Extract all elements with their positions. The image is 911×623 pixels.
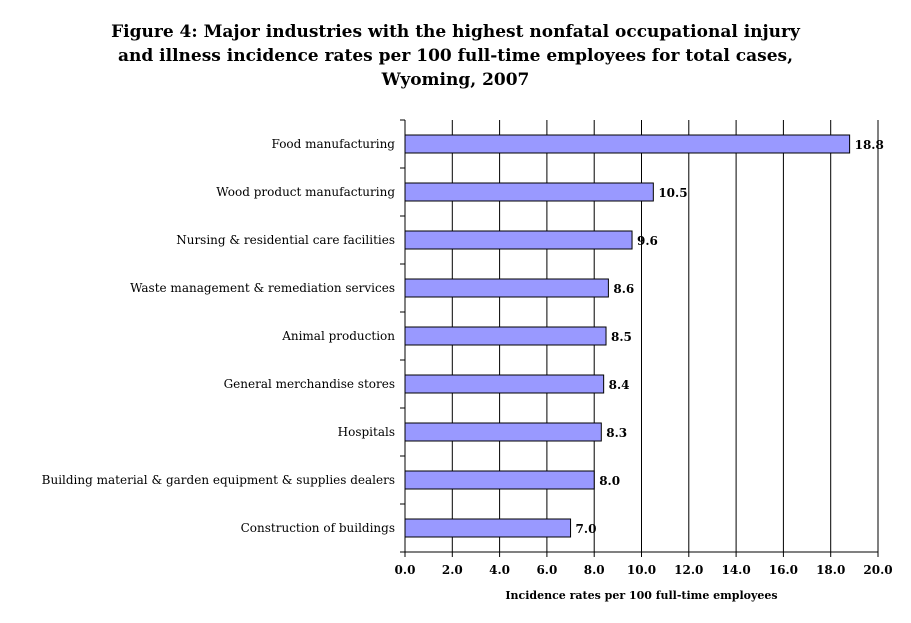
chart-title-line-1: Figure 4: Major industries with the high…: [111, 22, 800, 42]
x-tick-label: 10.0: [627, 563, 656, 577]
bar: [404, 182, 654, 202]
value-label: 18.8: [855, 138, 884, 152]
x-tick-label: 12.0: [674, 563, 703, 577]
x-tick-label: 16.0: [769, 563, 798, 577]
x-tick-label: 20.0: [863, 563, 892, 577]
value-label: 8.4: [609, 378, 630, 392]
category-label: Nursing & residential care facilities: [176, 233, 395, 247]
bar: [404, 470, 595, 490]
value-label: 8.6: [613, 282, 634, 296]
bar: [404, 134, 851, 154]
category-label: Animal production: [281, 329, 395, 343]
category-label: Food manufacturing: [272, 137, 396, 151]
chart-title: Figure 4: Major industries with the high…: [0, 20, 911, 92]
x-tick-label: 8.0: [584, 563, 605, 577]
chart-title-line-3: Wyoming, 2007: [381, 70, 530, 90]
x-tick-label: 6.0: [536, 563, 557, 577]
category-label: Building material & garden equipment & s…: [42, 473, 395, 487]
x-tick-label: 14.0: [721, 563, 750, 577]
value-label: 8.0: [599, 474, 620, 488]
x-tick-label: 0.0: [395, 563, 416, 577]
bar: [404, 422, 602, 442]
category-label: Construction of buildings: [241, 521, 395, 535]
x-axis-label: Incidence rates per 100 full-time employ…: [505, 589, 777, 602]
category-label: Hospitals: [338, 425, 395, 439]
chart-title-line-2: and illness incidence rates per 100 full…: [117, 46, 794, 66]
bar: [404, 230, 633, 250]
value-label: 7.0: [576, 522, 597, 536]
value-label: 10.5: [658, 186, 687, 200]
x-tick-label: 2.0: [442, 563, 463, 577]
category-label: Waste management & remediation services: [130, 281, 395, 295]
x-tick-label: 4.0: [489, 563, 510, 577]
value-label: 8.3: [606, 426, 627, 440]
bar: [404, 374, 605, 394]
bar: [404, 326, 607, 346]
category-label: Wood product manufacturing: [216, 185, 395, 199]
category-label: General merchandise stores: [224, 377, 395, 391]
value-label: 8.5: [611, 330, 632, 344]
bar: [404, 278, 609, 298]
bar: [404, 518, 572, 538]
value-label: 9.6: [637, 234, 658, 248]
x-tick-label: 18.0: [816, 563, 845, 577]
